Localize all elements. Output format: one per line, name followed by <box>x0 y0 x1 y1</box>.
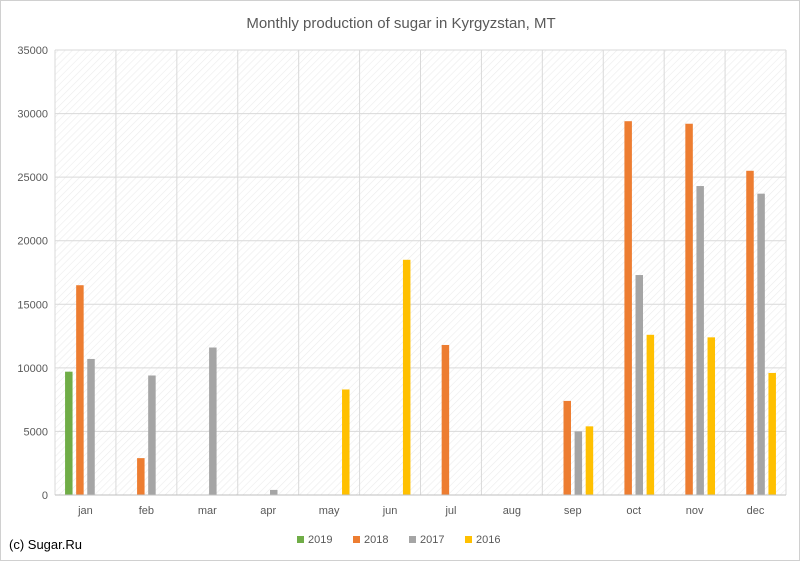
x-tick-label: nov <box>686 505 704 517</box>
bar-2018-dec <box>746 170 754 496</box>
y-tick-label: 35000 <box>17 45 48 57</box>
bar-2017-oct <box>635 275 644 495</box>
bar-2018-sep <box>563 400 571 495</box>
x-tick-label: aug <box>503 505 521 517</box>
bar-2016-dec <box>768 372 776 495</box>
bar-2017-nov <box>696 186 704 496</box>
y-tick-label: 15000 <box>17 299 48 311</box>
credit-text: (c) Sugar.Ru <box>9 537 82 552</box>
x-tick-label: may <box>319 505 340 517</box>
legend-swatch-2019 <box>297 536 304 543</box>
bar-2018-jul <box>441 344 450 495</box>
legend-swatch-2018 <box>353 536 360 543</box>
axes: 0 5000 10000 15000 20000 25000 30000 35000 jan fe… <box>17 45 786 517</box>
bar-2016-sep <box>585 426 594 495</box>
bar-2016-may <box>342 389 350 495</box>
legend-label-2019: 2019 <box>308 534 332 546</box>
legend: 2019 2018 2017 2016 <box>297 534 500 546</box>
bar-2016-nov <box>707 337 716 495</box>
x-tick-label: mar <box>198 505 217 517</box>
legend-label-2016: 2016 <box>476 534 500 546</box>
bar-2017-sep <box>574 431 583 495</box>
x-tick-label: feb <box>139 505 154 517</box>
bar-2018-nov <box>685 123 693 495</box>
x-tick-label: oct <box>626 505 641 517</box>
x-tick-label: sep <box>564 505 582 517</box>
bar-2018-oct <box>624 121 632 495</box>
y-tick-label: 25000 <box>17 172 48 184</box>
legend-label-2018: 2018 <box>364 534 388 546</box>
legend-label-2017: 2017 <box>420 534 444 546</box>
bar-2018-feb <box>137 458 145 495</box>
bar-2019-jan <box>65 371 73 495</box>
bar-2017-feb <box>148 375 156 495</box>
y-tick-label: 20000 <box>17 236 48 248</box>
chart-title: Monthly production of sugar in Kyrgyzsta… <box>246 15 555 32</box>
y-tick-label: 5000 <box>24 426 48 438</box>
y-tick-label: 30000 <box>17 109 48 121</box>
legend-swatch-2016 <box>465 536 472 543</box>
bar-2017-jan <box>87 358 95 495</box>
y-tick-label: 10000 <box>17 363 48 375</box>
bar-2016-jun <box>402 259 411 495</box>
x-tick-label: jul <box>444 505 456 517</box>
bar-2018-jan <box>76 285 84 495</box>
gridlines <box>54 49 787 496</box>
bar-2017-mar <box>209 347 217 495</box>
bars <box>65 121 776 496</box>
x-tick-label: apr <box>260 505 276 517</box>
x-tick-label: dec <box>747 505 765 517</box>
x-tick-label: jan <box>77 505 93 517</box>
legend-swatch-2017 <box>409 536 416 543</box>
y-tick-label: 0 <box>42 490 48 502</box>
bar-2016-oct <box>646 334 655 495</box>
bar-2017-dec <box>757 193 765 495</box>
bar-2017-apr <box>270 489 278 495</box>
x-tick-label: jun <box>382 505 398 517</box>
